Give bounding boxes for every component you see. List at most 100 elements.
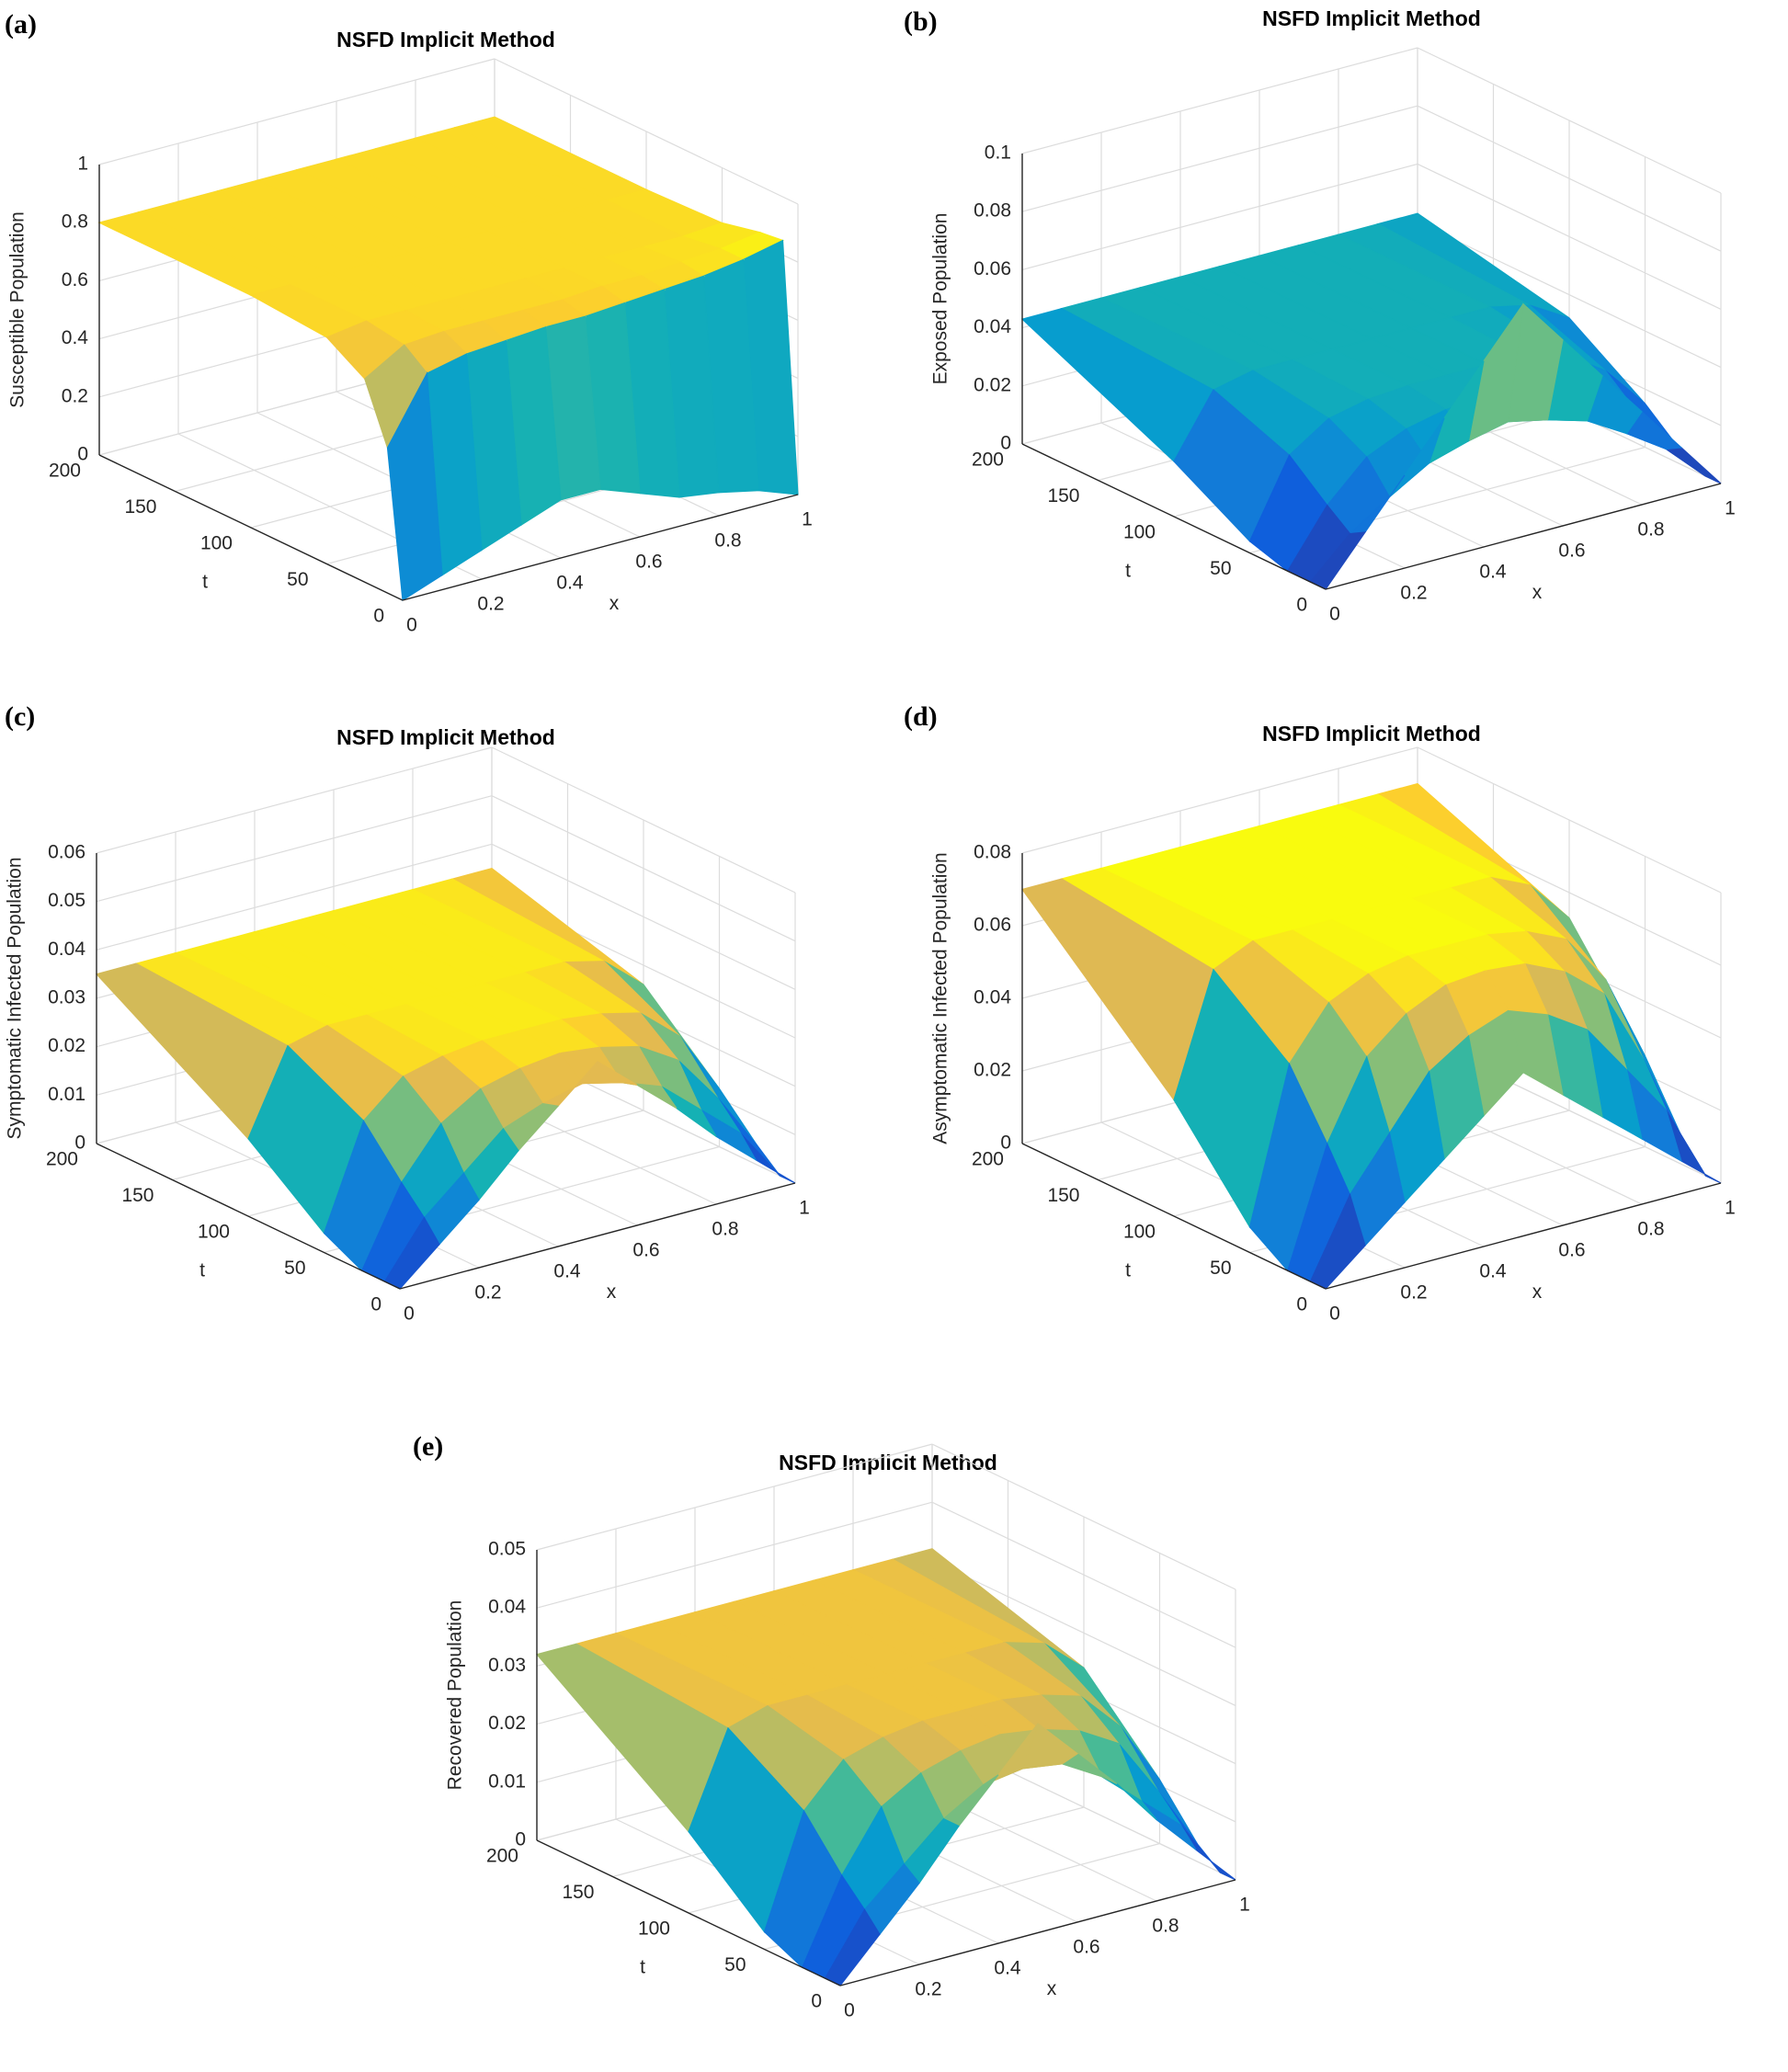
panel: (e) NSFD Implicit Method 0 0.2 0.4 0.6 0.8 1 0 50…	[413, 1431, 1250, 2021]
y-tick-label: 150	[124, 496, 156, 518]
y-tick-label: 150	[562, 1882, 594, 1903]
z-tick-label: 0.04	[974, 316, 1011, 337]
y-tick-label: 150	[1047, 1185, 1079, 1206]
x-axis-label: x	[1532, 1281, 1543, 1303]
z-tick-label: 0.05	[48, 890, 85, 911]
y-tick-label: 100	[198, 1222, 230, 1243]
x-axis-label: x	[609, 593, 620, 614]
x-tick-label: 0.2	[915, 1979, 941, 2000]
z-tick-label: 0.06	[974, 258, 1011, 279]
z-tick-label: 1	[77, 154, 88, 175]
x-tick-label: 0.4	[1479, 1261, 1507, 1282]
z-tick-label: 0.08	[974, 200, 1011, 222]
t-axis-label: t	[202, 572, 208, 593]
x-tick-label: 0.4	[1479, 562, 1507, 583]
chart-title: NSFD Implicit Method	[779, 1451, 997, 1474]
y-tick-label: 50	[724, 1954, 746, 1975]
x-tick-label: 0.2	[1400, 1282, 1427, 1304]
panel: (a) NSFD Implicit Method 0 0.2 0.4 0.6 0.8 1 0 50…	[5, 9, 813, 636]
y-tick-label: 0	[1296, 1294, 1307, 1315]
z-tick-label: 0.01	[488, 1770, 526, 1792]
t-axis-label: t	[640, 1957, 645, 1978]
grid-line	[1021, 163, 1418, 270]
y-tick-label: 100	[1123, 522, 1156, 543]
z-axis-label: Recovered Population	[445, 1600, 466, 1791]
panel-label: (b)	[904, 6, 938, 37]
z-tick-label: 0.06	[48, 842, 85, 863]
grid-line	[1417, 47, 1722, 194]
y-tick-label: 0	[1296, 595, 1307, 616]
y-tick-label: 200	[486, 1846, 518, 1867]
z-tick-label: 0.04	[974, 987, 1011, 1008]
x-tick-label: 0	[1329, 604, 1340, 625]
z-axis-label: Asymptomatic Infected Population	[930, 852, 951, 1144]
x-tick-label: 0.6	[1558, 541, 1585, 562]
x-axis-label: x	[1047, 1978, 1057, 1999]
z-tick-label: 0.06	[974, 915, 1011, 936]
t-axis-label: t	[1125, 1260, 1131, 1281]
z-tick-label: 0	[515, 1829, 526, 1850]
z-tick-label: 0	[74, 1133, 85, 1154]
x-axis	[839, 1879, 1236, 1987]
grid-line	[1417, 222, 1722, 369]
grid-line	[931, 1559, 1236, 1706]
x-tick-label: 0.4	[556, 573, 584, 594]
z-tick-label: 0.04	[488, 1597, 526, 1618]
y-tick-label: 100	[1123, 1222, 1156, 1243]
chart-title: NSFD Implicit Method	[1262, 722, 1481, 746]
y-tick-label: 150	[121, 1185, 154, 1206]
z-tick-label: 0.4	[62, 327, 89, 348]
z-tick-label: 0.6	[62, 269, 88, 290]
z-tick-label: 0.05	[488, 1539, 526, 1560]
x-axis	[399, 1182, 796, 1290]
grid-line	[96, 746, 493, 854]
z-axis-label: Symptomatic Infected Population	[5, 857, 26, 1139]
panel: (b) NSFD Implicit Method 0 0.2 0.4 0.6 0.8 1 0 50…	[904, 6, 1736, 625]
y-tick-label: 200	[972, 1149, 1004, 1170]
x-tick-label: 1	[1725, 498, 1736, 519]
x-tick-label: 0.8	[714, 530, 741, 552]
y-tick-label: 150	[1047, 485, 1079, 507]
y-tick-label: 200	[972, 450, 1004, 471]
grid-line	[931, 1443, 1236, 1590]
surface-cell	[386, 370, 443, 602]
y-tick-label: 50	[284, 1258, 305, 1279]
z-tick-label: 0.04	[48, 939, 85, 960]
grid-line	[1417, 105, 1722, 252]
grid-line	[96, 795, 493, 903]
z-tick-label: 0.01	[48, 1084, 85, 1105]
panel-label: (c)	[5, 701, 35, 732]
x-tick-label: 1	[1239, 1895, 1250, 1916]
y-tick-label: 50	[1210, 558, 1231, 579]
z-tick-label: 0	[1000, 433, 1011, 454]
panel-label: (a)	[5, 9, 37, 40]
z-tick-label: 0.08	[974, 842, 1011, 863]
z-tick-label: 0	[77, 444, 88, 465]
x-tick-label: 0.4	[553, 1261, 581, 1282]
y-tick-label: 100	[200, 533, 233, 554]
t-axis-label: t	[199, 1260, 205, 1281]
x-tick-label: 0.8	[712, 1219, 738, 1240]
x-axis	[1325, 483, 1722, 590]
x-tick-label: 0.6	[1558, 1240, 1585, 1261]
x-tick-label: 0	[404, 1304, 415, 1325]
grid-line	[98, 58, 495, 165]
y-tick-label: 50	[1210, 1258, 1231, 1279]
y-tick-label: 100	[638, 1918, 670, 1940]
panel-label: (d)	[904, 701, 938, 732]
grid-line	[494, 58, 799, 205]
x-axis-label: x	[607, 1281, 617, 1303]
z-tick-label: 0.2	[62, 385, 88, 406]
grid-line	[1021, 105, 1418, 212]
z-tick-label: 0.8	[62, 211, 88, 233]
x-tick-label: 0	[406, 615, 417, 636]
t-axis	[1021, 1143, 1327, 1290]
grid-line	[491, 746, 796, 894]
grid-line	[536, 1443, 933, 1551]
y-tick-label: 50	[287, 569, 308, 590]
x-tick-label: 0.2	[1400, 583, 1427, 604]
x-tick-label: 0.8	[1637, 519, 1664, 541]
grid-line	[1021, 47, 1418, 154]
t-axis	[98, 454, 404, 601]
